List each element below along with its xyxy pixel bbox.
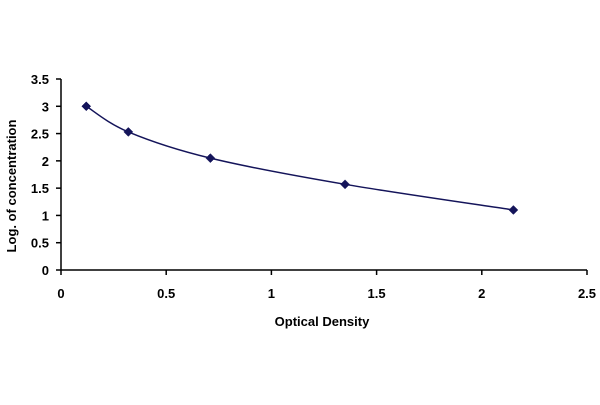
data-point — [340, 179, 350, 190]
x-tick-label: 1.5 — [368, 286, 386, 301]
x-tick-label: 2 — [478, 286, 485, 301]
y-tick-label: 2 — [42, 154, 49, 169]
y-tick-label: 1 — [42, 208, 49, 223]
y-tick-label: 0.5 — [31, 236, 49, 251]
y-tick-label: 0 — [42, 263, 49, 278]
x-tick-label: 0.5 — [157, 286, 175, 301]
axes — [60, 79, 587, 271]
data-point — [508, 205, 519, 215]
data-point — [81, 101, 92, 112]
y-tick-label: 3 — [42, 99, 49, 114]
ticks: 0 0.5 1 1.5 2 2.5 0 0.5 1 1.5 2 2.5 3 3.5 — [31, 72, 596, 301]
x-tick-label: 2.5 — [578, 286, 596, 301]
data-point — [205, 153, 216, 163]
x-tick-label: 1 — [268, 286, 275, 301]
y-tick-label: 3.5 — [31, 72, 49, 87]
y-tick-label: 1.5 — [31, 181, 49, 196]
y-axis-label: Log. of concentration — [4, 120, 19, 253]
y-tick-label: 2.5 — [31, 127, 49, 142]
series-layer — [81, 101, 519, 215]
series-line — [85, 105, 514, 211]
x-tick-label: 0 — [57, 286, 64, 301]
x-axis-label: Optical Density — [275, 314, 370, 329]
data-point — [123, 127, 134, 137]
